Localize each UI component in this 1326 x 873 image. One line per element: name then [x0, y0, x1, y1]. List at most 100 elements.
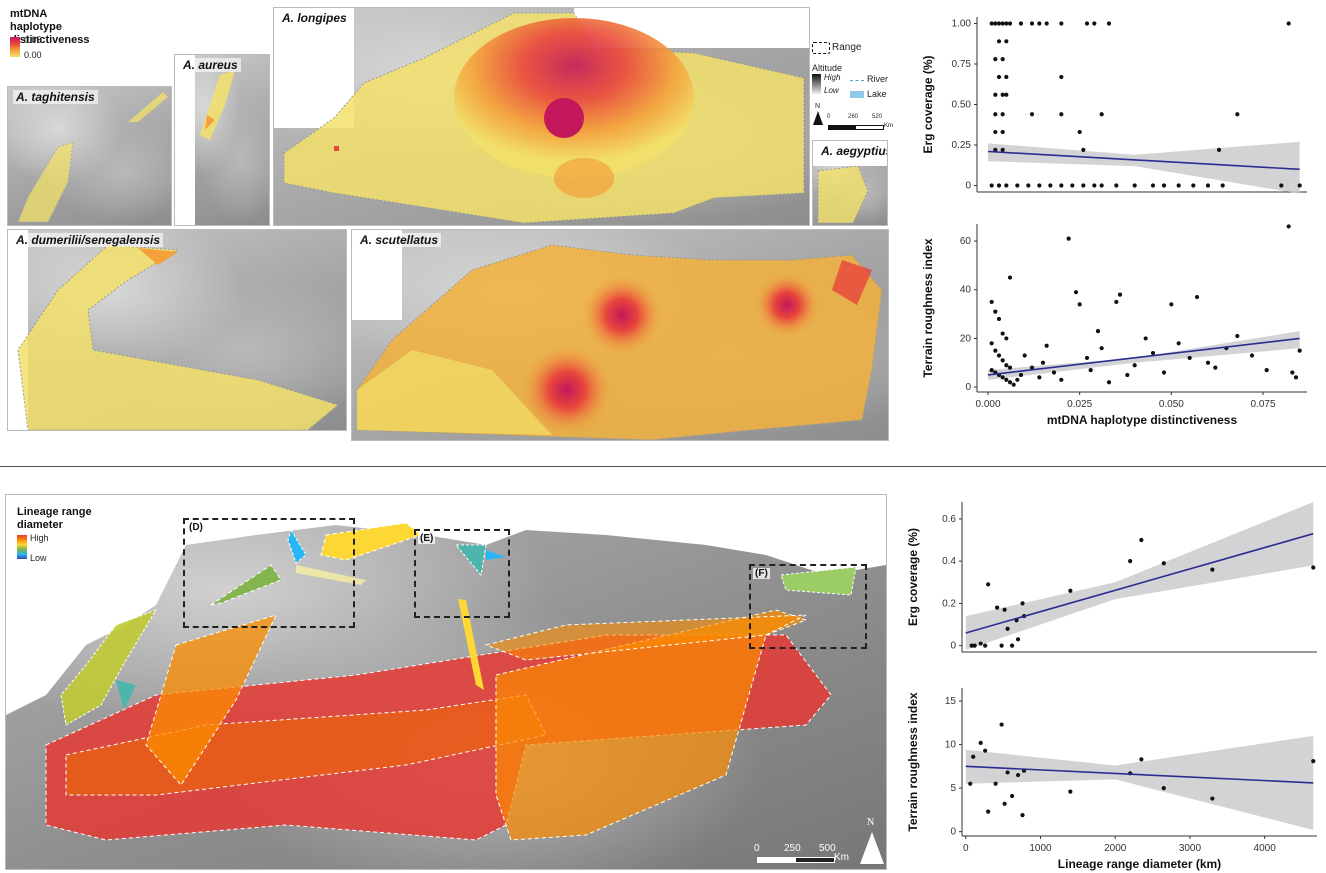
data-point — [1210, 796, 1215, 801]
data-point — [1004, 92, 1009, 97]
inset-box-d-label: (D) — [187, 522, 205, 533]
panel-title-aegyptius: A. aegyptius — [818, 144, 887, 158]
data-point — [1150, 183, 1156, 188]
data-point — [993, 57, 998, 62]
data-point — [1106, 21, 1112, 26]
map-panel-aureus: A. aureus — [174, 54, 270, 226]
data-point — [1004, 21, 1009, 26]
y-tick-label: 0 — [950, 641, 956, 652]
x-tick-label: 2000 — [1104, 843, 1127, 854]
data-point — [1007, 275, 1013, 280]
data-point — [1004, 363, 1009, 368]
range-longipes — [283, 12, 805, 224]
y-axis-title: Terrain roughness index — [906, 692, 920, 831]
scale-520: 520 — [872, 114, 883, 120]
data-point — [1187, 355, 1192, 361]
data-point — [1092, 183, 1097, 188]
data-point — [996, 21, 1002, 26]
chart-roughness-vs-range-diameter: 0 5 10 15 0 1000 2000 3000 4000 Terrain roughness… — [906, 688, 1317, 871]
data-point — [993, 129, 998, 135]
inset-box-f — [749, 564, 867, 649]
data-point — [1066, 236, 1071, 241]
panel-title-taghitensis: A. taghitensis — [13, 90, 98, 104]
y-tick-label: 0 — [965, 382, 971, 393]
data-point — [1040, 360, 1046, 365]
data-point — [1000, 21, 1005, 26]
data-point — [968, 781, 973, 786]
data-point — [1117, 292, 1123, 297]
data-point — [1005, 770, 1010, 775]
bottom-scale-unit: Km — [834, 852, 849, 863]
bottom-scale-250: 250 — [784, 843, 801, 854]
data-point — [1015, 377, 1020, 382]
data-point — [1139, 757, 1144, 762]
data-point — [999, 643, 1004, 648]
data-point — [993, 21, 998, 26]
range-aureus — [200, 70, 235, 140]
section-divider — [0, 466, 1326, 467]
map-panel-taghitensis: A. taghitensis — [7, 86, 172, 226]
data-point — [986, 582, 991, 587]
map-panel-aegyptius: A. aegyptius — [812, 140, 888, 226]
data-point — [1007, 380, 1013, 385]
lineage-legend-high: High — [30, 533, 49, 543]
data-point — [993, 112, 998, 117]
data-point — [1037, 183, 1042, 188]
bottom-scale-bar — [757, 857, 835, 863]
map-panel-dumerilii: A. dumerilii/senegalensis — [7, 229, 347, 431]
data-point — [1000, 147, 1005, 152]
data-point — [1143, 336, 1148, 341]
scale-260: 260 — [848, 114, 859, 120]
altitude-colorbar — [812, 74, 821, 94]
y-tick-label: 15 — [945, 696, 957, 707]
x-tick-label: 3000 — [1179, 843, 1202, 854]
data-point — [1002, 607, 1007, 612]
y-tick-label: 40 — [960, 285, 972, 296]
data-point — [1020, 813, 1025, 818]
data-point — [1114, 299, 1119, 305]
data-point — [1073, 290, 1079, 295]
range-symbol — [812, 42, 830, 54]
data-point — [971, 754, 976, 759]
data-point — [1161, 183, 1167, 188]
lineage-legend-title-line2: diameter — [17, 519, 63, 531]
data-point — [1132, 183, 1137, 188]
map-panel-longipes: A. longipes — [273, 7, 810, 226]
bottom-north-letter: N — [867, 817, 875, 828]
x-tick-label: 0.050 — [1159, 399, 1184, 410]
data-point — [1194, 294, 1200, 300]
x-tick-label: 0 — [963, 843, 969, 854]
data-point — [1018, 372, 1024, 378]
y-tick-label: 0.2 — [942, 598, 956, 609]
panel-title-aureus: A. aureus — [180, 58, 241, 72]
data-point — [1286, 21, 1291, 26]
y-tick-label: 5 — [950, 783, 956, 794]
haplotype-legend-min: 0.00 — [24, 50, 42, 60]
range-label: Range — [832, 42, 862, 53]
data-point — [993, 348, 998, 353]
data-point — [1249, 353, 1255, 358]
data-point — [1015, 772, 1021, 778]
haplotype-legend: mtDNA haplotype distinctiveness 0.05 0.0… — [10, 8, 100, 68]
river-label: River — [867, 74, 889, 84]
data-point — [1000, 375, 1005, 380]
data-point — [1029, 21, 1035, 26]
y-tick-label: 0.6 — [942, 514, 956, 525]
data-point — [1150, 350, 1156, 356]
inset-box-d — [183, 518, 355, 628]
data-point — [983, 643, 988, 648]
data-point — [1000, 112, 1005, 117]
haplotype-legend-max: 0.05 — [24, 35, 42, 45]
data-point — [1029, 112, 1035, 117]
confidence-band — [988, 141, 1300, 194]
data-point — [1068, 789, 1073, 794]
range-taghitensis — [17, 92, 168, 223]
data-point — [1077, 129, 1082, 135]
data-point — [1059, 112, 1064, 117]
chart-erg-vs-range-diameter: 0 0.2 0.4 0.6 Erg coverage (%) — [906, 502, 1317, 653]
chart-erg-vs-haplotype: 0 0.25 0.50 0.75 1.00 Erg coverage (%) — [921, 17, 1307, 194]
data-point — [993, 781, 998, 786]
data-point — [1081, 183, 1086, 188]
range-aegyptius — [817, 165, 869, 224]
lake-label: Lake — [867, 89, 887, 99]
